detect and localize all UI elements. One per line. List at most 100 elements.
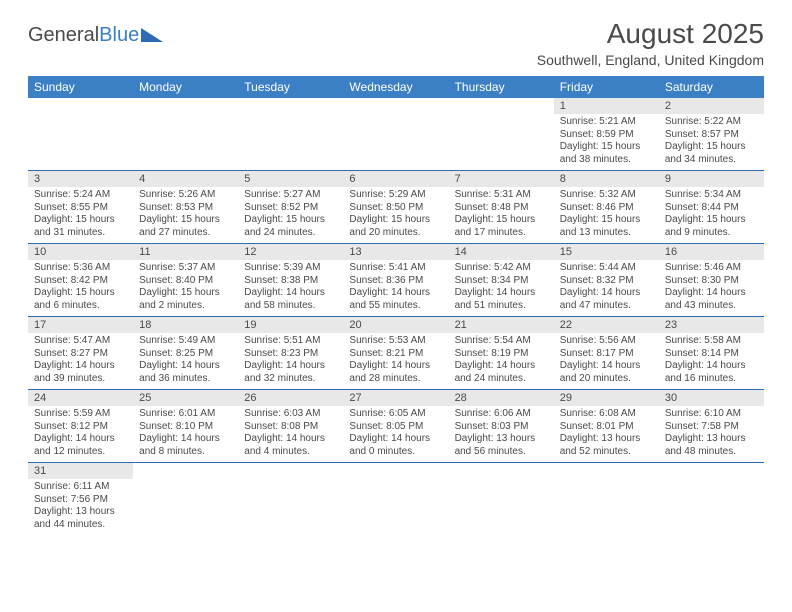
day-body: Sunrise: 5:44 AMSunset: 8:32 PMDaylight:…: [554, 260, 659, 316]
daylight-text: Daylight: 14 hours and 51 minutes.: [455, 287, 548, 312]
col-tuesday: Tuesday: [238, 76, 343, 98]
sunrise-text: Sunrise: 5:42 AM: [455, 262, 548, 275]
daylight-text: Daylight: 14 hours and 55 minutes.: [349, 287, 442, 312]
day-body: Sunrise: 6:03 AMSunset: 8:08 PMDaylight:…: [238, 406, 343, 462]
day-number: 31: [28, 463, 133, 479]
daylight-text: Daylight: 15 hours and 9 minutes.: [665, 214, 758, 239]
sunset-text: Sunset: 8:30 PM: [665, 275, 758, 288]
sunrise-text: Sunrise: 5:44 AM: [560, 262, 653, 275]
sunrise-text: Sunrise: 6:10 AM: [665, 408, 758, 421]
sunset-text: Sunset: 8:57 PM: [665, 129, 758, 142]
sunset-text: Sunset: 7:58 PM: [665, 421, 758, 434]
daylight-text: Daylight: 14 hours and 12 minutes.: [34, 433, 127, 458]
sunset-text: Sunset: 8:08 PM: [244, 421, 337, 434]
calendar-week: 1Sunrise: 5:21 AMSunset: 8:59 PMDaylight…: [28, 98, 764, 171]
sunrise-text: Sunrise: 5:36 AM: [34, 262, 127, 275]
daylight-text: Daylight: 15 hours and 20 minutes.: [349, 214, 442, 239]
day-body: [659, 467, 764, 515]
daylight-text: Daylight: 13 hours and 52 minutes.: [560, 433, 653, 458]
daylight-text: Daylight: 15 hours and 17 minutes.: [455, 214, 548, 239]
day-number: 21: [449, 317, 554, 333]
col-monday: Monday: [133, 76, 238, 98]
col-friday: Friday: [554, 76, 659, 98]
day-body: [238, 467, 343, 515]
day-body: Sunrise: 5:36 AMSunset: 8:42 PMDaylight:…: [28, 260, 133, 316]
day-body: Sunrise: 5:29 AMSunset: 8:50 PMDaylight:…: [343, 187, 448, 243]
day-number: 30: [659, 390, 764, 406]
day-body: Sunrise: 6:11 AMSunset: 7:56 PMDaylight:…: [28, 479, 133, 535]
calendar-cell: 18Sunrise: 5:49 AMSunset: 8:25 PMDayligh…: [133, 317, 238, 390]
daylight-text: Daylight: 14 hours and 16 minutes.: [665, 360, 758, 385]
day-number: 6: [343, 171, 448, 187]
day-body: Sunrise: 5:24 AMSunset: 8:55 PMDaylight:…: [28, 187, 133, 243]
calendar-week: 10Sunrise: 5:36 AMSunset: 8:42 PMDayligh…: [28, 244, 764, 317]
header-row: GeneralBlue August 2025 Southwell, Engla…: [28, 18, 764, 68]
day-body: Sunrise: 5:37 AMSunset: 8:40 PMDaylight:…: [133, 260, 238, 316]
day-number: 4: [133, 171, 238, 187]
calendar-cell: [238, 98, 343, 171]
calendar-cell: 1Sunrise: 5:21 AMSunset: 8:59 PMDaylight…: [554, 98, 659, 171]
calendar-cell: 13Sunrise: 5:41 AMSunset: 8:36 PMDayligh…: [343, 244, 448, 317]
sunrise-text: Sunrise: 5:41 AM: [349, 262, 442, 275]
day-body: Sunrise: 5:21 AMSunset: 8:59 PMDaylight:…: [554, 114, 659, 170]
sunrise-text: Sunrise: 6:03 AM: [244, 408, 337, 421]
calendar-week: 31Sunrise: 6:11 AMSunset: 7:56 PMDayligh…: [28, 463, 764, 536]
page-title: August 2025: [537, 18, 764, 50]
day-number: 5: [238, 171, 343, 187]
calendar-cell: 6Sunrise: 5:29 AMSunset: 8:50 PMDaylight…: [343, 171, 448, 244]
day-number: 23: [659, 317, 764, 333]
sunrise-text: Sunrise: 6:05 AM: [349, 408, 442, 421]
daylight-text: Daylight: 14 hours and 43 minutes.: [665, 287, 758, 312]
day-body: Sunrise: 5:39 AMSunset: 8:38 PMDaylight:…: [238, 260, 343, 316]
calendar-cell: [343, 463, 448, 536]
daylight-text: Daylight: 13 hours and 56 minutes.: [455, 433, 548, 458]
day-body: [133, 467, 238, 515]
sunset-text: Sunset: 8:19 PM: [455, 348, 548, 361]
sunset-text: Sunset: 8:46 PM: [560, 202, 653, 215]
daylight-text: Daylight: 15 hours and 2 minutes.: [139, 287, 232, 312]
day-number: 7: [449, 171, 554, 187]
day-body: Sunrise: 5:22 AMSunset: 8:57 PMDaylight:…: [659, 114, 764, 170]
logo-text-blue: Blue: [99, 24, 139, 47]
sunset-text: Sunset: 8:01 PM: [560, 421, 653, 434]
sunset-text: Sunset: 8:14 PM: [665, 348, 758, 361]
calendar-cell: 11Sunrise: 5:37 AMSunset: 8:40 PMDayligh…: [133, 244, 238, 317]
sunrise-text: Sunrise: 5:59 AM: [34, 408, 127, 421]
day-body: Sunrise: 5:56 AMSunset: 8:17 PMDaylight:…: [554, 333, 659, 389]
daylight-text: Daylight: 14 hours and 47 minutes.: [560, 287, 653, 312]
day-body: Sunrise: 5:46 AMSunset: 8:30 PMDaylight:…: [659, 260, 764, 316]
day-number: 26: [238, 390, 343, 406]
daylight-text: Daylight: 14 hours and 28 minutes.: [349, 360, 442, 385]
sunrise-text: Sunrise: 5:31 AM: [455, 189, 548, 202]
calendar-cell: [133, 463, 238, 536]
calendar-cell: 2Sunrise: 5:22 AMSunset: 8:57 PMDaylight…: [659, 98, 764, 171]
sunrise-text: Sunrise: 6:08 AM: [560, 408, 653, 421]
day-number: 3: [28, 171, 133, 187]
day-number: 25: [133, 390, 238, 406]
daylight-text: Daylight: 15 hours and 6 minutes.: [34, 287, 127, 312]
day-number: 18: [133, 317, 238, 333]
calendar-cell: 4Sunrise: 5:26 AMSunset: 8:53 PMDaylight…: [133, 171, 238, 244]
sunset-text: Sunset: 8:12 PM: [34, 421, 127, 434]
sunset-text: Sunset: 8:03 PM: [455, 421, 548, 434]
daylight-text: Daylight: 14 hours and 36 minutes.: [139, 360, 232, 385]
sunset-text: Sunset: 8:21 PM: [349, 348, 442, 361]
daylight-text: Daylight: 14 hours and 39 minutes.: [34, 360, 127, 385]
day-body: Sunrise: 5:34 AMSunset: 8:44 PMDaylight:…: [659, 187, 764, 243]
day-body: Sunrise: 5:31 AMSunset: 8:48 PMDaylight:…: [449, 187, 554, 243]
day-number: 12: [238, 244, 343, 260]
sunset-text: Sunset: 8:42 PM: [34, 275, 127, 288]
day-body: Sunrise: 6:05 AMSunset: 8:05 PMDaylight:…: [343, 406, 448, 462]
sunrise-text: Sunrise: 5:53 AM: [349, 335, 442, 348]
day-body: Sunrise: 5:51 AMSunset: 8:23 PMDaylight:…: [238, 333, 343, 389]
calendar-table: Sunday Monday Tuesday Wednesday Thursday…: [28, 76, 764, 535]
day-number: 16: [659, 244, 764, 260]
calendar-cell: [343, 98, 448, 171]
sunrise-text: Sunrise: 6:11 AM: [34, 481, 127, 494]
calendar-cell: 25Sunrise: 6:01 AMSunset: 8:10 PMDayligh…: [133, 390, 238, 463]
day-body: Sunrise: 5:49 AMSunset: 8:25 PMDaylight:…: [133, 333, 238, 389]
calendar-cell: 30Sunrise: 6:10 AMSunset: 7:58 PMDayligh…: [659, 390, 764, 463]
daylight-text: Daylight: 14 hours and 4 minutes.: [244, 433, 337, 458]
daylight-text: Daylight: 14 hours and 20 minutes.: [560, 360, 653, 385]
calendar-cell: 7Sunrise: 5:31 AMSunset: 8:48 PMDaylight…: [449, 171, 554, 244]
